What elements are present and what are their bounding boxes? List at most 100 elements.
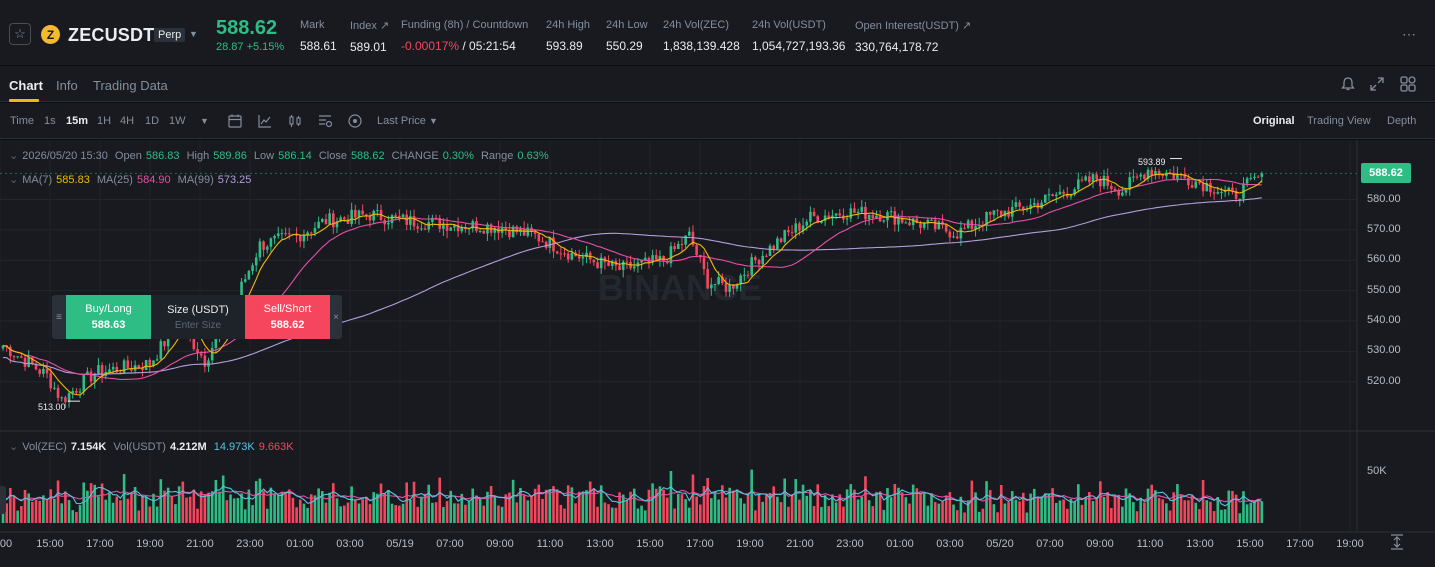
volume-bar [130, 493, 133, 523]
chevron-down-icon[interactable]: ▼ [189, 29, 198, 39]
volume-bar [141, 495, 144, 523]
drag-handle-icon[interactable]: ≡ [56, 311, 62, 323]
buy-long-button[interactable]: Buy/Long 588.63 [66, 295, 151, 339]
view-trading-view[interactable]: Trading View [1307, 115, 1371, 127]
volume-bar [148, 506, 152, 523]
volume-bar [1154, 490, 1157, 523]
collapse-chevron-icon[interactable]: ⌄ [9, 441, 19, 453]
view-original[interactable]: Original [1253, 115, 1295, 127]
volume-bar [1106, 492, 1109, 523]
scroll-handle[interactable] [0, 486, 6, 514]
calendar-icon[interactable] [227, 113, 243, 129]
interval-1h[interactable]: 1H [97, 115, 112, 127]
volume-bar [133, 487, 137, 523]
price-type-select[interactable]: Last Price [377, 115, 426, 127]
volume-bar [100, 483, 104, 523]
fit-to-screen-icon[interactable] [1388, 534, 1406, 550]
interval-time[interactable]: Time [10, 115, 35, 127]
size-input[interactable] [158, 319, 238, 331]
candle-body [834, 213, 838, 216]
volume-axis-label: 50K [1367, 465, 1387, 477]
volume-bar [886, 488, 889, 523]
volume-bar [71, 510, 75, 523]
volume-bar [159, 479, 163, 523]
volume-bar [86, 490, 89, 523]
volume-bar [974, 492, 977, 523]
more-options-icon[interactable]: ⋯ [1402, 26, 1417, 42]
volume-bar [287, 489, 291, 523]
volume-bar [552, 486, 555, 523]
volume-bar [482, 505, 486, 523]
candle-body [522, 228, 526, 236]
volume-bar [981, 508, 985, 523]
tab-info[interactable]: Info [56, 78, 78, 93]
candle-body [1227, 187, 1231, 191]
volume-bar [676, 493, 680, 523]
candle-body [280, 233, 284, 235]
drawing-tools-icon[interactable] [347, 113, 363, 129]
line-chart-icon[interactable] [257, 113, 273, 129]
interval-15m[interactable]: 15m [66, 115, 89, 127]
volume-bar [842, 506, 845, 523]
volume-bar [662, 489, 665, 523]
candle-body [1256, 176, 1260, 178]
volume-bar [640, 505, 643, 523]
candlestick-chart[interactable]: BINANCE [0, 140, 1435, 567]
chevron-down-icon[interactable]: ▼ [429, 116, 438, 126]
candle-body [772, 245, 775, 250]
interval-4h[interactable]: 4H [120, 115, 135, 127]
alert-bell-icon[interactable] [1339, 75, 1357, 93]
stat-label: 24h Low [606, 19, 648, 31]
tab-trading-data[interactable]: Trading Data [93, 78, 168, 93]
candlestick-icon[interactable] [287, 113, 303, 129]
volume-bar [860, 496, 864, 523]
candle-body [1187, 177, 1190, 186]
interval-1w[interactable]: 1W [169, 115, 186, 127]
stat-24h-vol-usdt: 24h Vol(USDT) 1,054,727,193.36 [752, 19, 845, 53]
volume-bar [493, 496, 497, 523]
interval-1s[interactable]: 1s [44, 115, 56, 127]
candle-body [434, 217, 438, 219]
candle-body [673, 246, 676, 250]
stat-open-interest[interactable]: Open Interest(USDT) ↗ 330,764,178.72 [855, 19, 971, 54]
favorite-star-button[interactable]: ☆ [9, 23, 31, 45]
indicator-settings-icon[interactable] [317, 113, 333, 129]
close-icon[interactable]: × [333, 311, 339, 323]
candle-body [423, 228, 427, 230]
candle-body [320, 219, 324, 222]
candle-body [585, 252, 588, 258]
candle-body [919, 223, 922, 228]
volume-bar [302, 503, 306, 523]
symbol-name[interactable]: ZECUSDT [68, 25, 155, 45]
candle-body [328, 213, 331, 225]
time-tick-label: 05/20 [986, 538, 1014, 550]
view-depth[interactable]: Depth [1387, 115, 1417, 127]
buy-price: 588.63 [91, 319, 126, 331]
chart-area[interactable]: BINANCE ⌄ 2026/05/20 15:30 Open 586.83 Hig… [0, 140, 1435, 567]
volume-bar [416, 506, 420, 523]
layout-grid-icon[interactable] [1399, 75, 1417, 93]
interval-1d[interactable]: 1D [145, 115, 160, 127]
candle-body [1025, 209, 1029, 211]
sell-short-button[interactable]: Sell/Short 588.62 [245, 295, 330, 339]
candle-body [1194, 181, 1198, 188]
tab-chart[interactable]: Chart [9, 78, 43, 93]
volume-bar [9, 488, 12, 523]
volume-bar [232, 498, 236, 523]
collapse-chevron-icon[interactable]: ⌄ [9, 150, 19, 162]
volume-bar [977, 511, 981, 523]
interval-dropdown-icon[interactable]: ▼ [200, 116, 209, 126]
candle-body [471, 221, 475, 229]
candle-body [412, 216, 416, 227]
candle-body [119, 372, 122, 374]
volume-bar [423, 493, 427, 523]
volume-bar [475, 495, 478, 523]
volume-bar [298, 499, 302, 523]
sell-price: 588.62 [270, 319, 305, 331]
expand-icon[interactable] [1368, 75, 1386, 93]
stat-label: 24h Vol(ZEC) [663, 19, 730, 31]
volume-bar [955, 510, 959, 523]
ma99-line [2, 197, 1262, 376]
stat-index[interactable]: Index ↗ 589.01 [350, 19, 389, 54]
collapse-chevron-icon[interactable]: ⌄ [9, 174, 19, 186]
